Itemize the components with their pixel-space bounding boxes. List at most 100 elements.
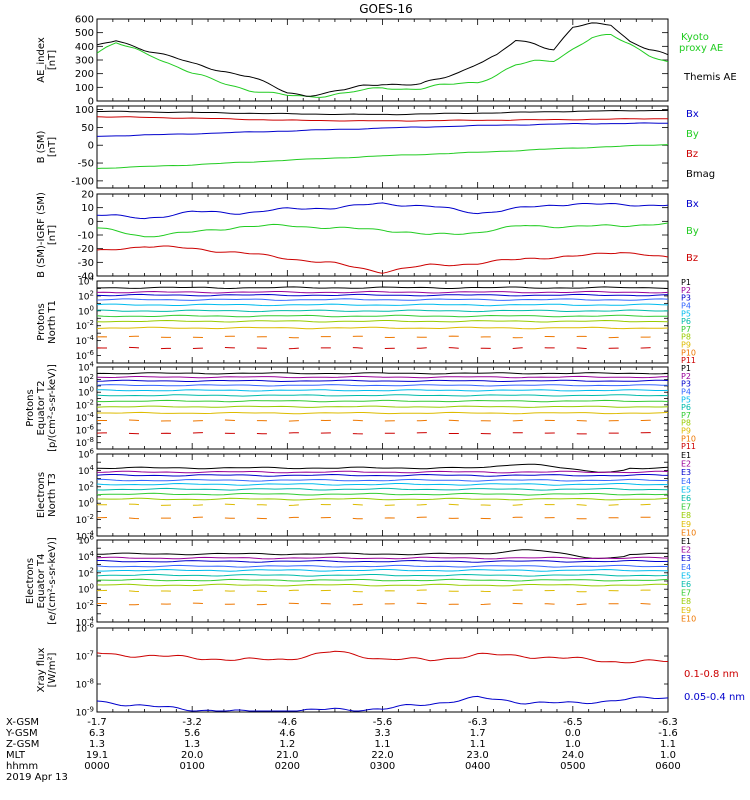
y-tick-label: 102: [78, 373, 94, 386]
x-tick-label-mlt: 23.0: [467, 750, 489, 761]
x-tick-label-ygsm: 1.7: [470, 728, 486, 739]
channel-line-p4: [96, 298, 669, 301]
panel-frame: [96, 453, 669, 537]
y-axis-label: Protons: [25, 389, 36, 426]
legend-label: P11: [681, 442, 696, 451]
x-tick-label-hhmm: 0200: [275, 761, 300, 772]
panel-frame: [96, 366, 669, 450]
panel-ae: 0 100 200 300 400 500 600 AE_index [nT] Kyoto prox…: [36, 15, 737, 108]
y-tick-label: -40: [78, 272, 94, 283]
x-tick-label-ygsm: 4.6: [279, 728, 295, 739]
legend-label: E5: [681, 571, 691, 580]
y-tick-label: 600: [75, 15, 94, 26]
x-tick-label-zgsm: 1.3: [184, 739, 200, 750]
legend-label: P4: [681, 301, 691, 310]
x-tick-label-zgsm: 1.1: [660, 739, 676, 750]
legend-label: P6: [681, 403, 691, 412]
panel-frame: [96, 280, 669, 364]
y-tick-label: 106: [78, 534, 94, 547]
y-tick-label: -10: [78, 231, 94, 242]
channel-line-e2: [96, 556, 669, 560]
y-tick-label: 102: [78, 480, 94, 493]
legend-label: E10: [681, 528, 696, 537]
y-tick-label: 104: [78, 550, 94, 563]
chart-title: GOES-16: [359, 2, 413, 16]
y-tick-label: 10-2: [76, 513, 94, 526]
legend-label: E8: [681, 511, 691, 520]
channel-line-p2: [96, 290, 669, 294]
x-tick-label-ygsm: -1.6: [658, 728, 678, 739]
channel-line-p11: [96, 346, 669, 350]
series-line-0-1-0-8-nm: [96, 650, 669, 664]
y-axis-label: Electrons: [36, 472, 47, 518]
x-tick-label-xgsm: -5.6: [373, 717, 393, 728]
channel-line-p7: [96, 314, 668, 318]
legend-label: E6: [681, 494, 691, 503]
x-tick-label-zgsm: 1.1: [470, 739, 486, 750]
y-tick-label: 500: [75, 28, 94, 39]
x-tick-label-mlt: 20.0: [181, 750, 203, 761]
y-axis-label: North T3: [47, 473, 58, 517]
legend-label: E1: [681, 451, 691, 460]
x-tick-label-zgsm: 1.0: [565, 739, 581, 750]
series-line-bz: [96, 116, 668, 122]
x-tick-label-hhmm: 0000: [84, 761, 109, 772]
x-tick-label-hhmm: 0500: [560, 761, 585, 772]
channel-line-p3: [96, 293, 669, 297]
panel-frame: [96, 193, 669, 277]
x-tick-label-mlt: 22.0: [371, 750, 393, 761]
legend-label: P5: [681, 395, 691, 404]
legend-label: E7: [681, 589, 691, 598]
legend-label: 0.1-0.8 nm: [684, 669, 739, 680]
y-tick-label: 102: [78, 289, 94, 302]
panel-bsmigrf: -40 -30 -20 -10 0 10 20 B (SM)-IGRF (SM) [nT] Bx B…: [36, 190, 699, 283]
channel-line-e8: [97, 497, 669, 501]
y-tick-label: 10-2: [76, 599, 94, 612]
channel-line-e1: [96, 549, 669, 560]
y-tick-label: 10-2: [76, 319, 94, 332]
y-tick-label: 104: [78, 464, 94, 477]
legend-label: E2: [681, 460, 691, 469]
channel-line-p5: [97, 389, 669, 392]
y-tick-label: 100: [75, 105, 94, 116]
y-axis-label: B (SM)-IGRF (SM): [36, 192, 47, 278]
series-line-by: [96, 222, 669, 238]
series-line-bz: [96, 245, 669, 274]
x-tick-label-mlt: 1.0: [660, 750, 676, 761]
legend-label: P7: [681, 325, 691, 334]
panel-frame: [96, 627, 669, 713]
channel-line-e7: [96, 492, 669, 496]
channel-line-p10: [97, 419, 669, 422]
x-tick-label-hhmm: 0400: [465, 761, 490, 772]
series-line-themis-ae: [96, 22, 669, 97]
y-tick-label: 200: [75, 69, 94, 80]
legend-label: Themis AE: [683, 72, 737, 83]
channel-line-e9: [97, 503, 669, 507]
y-axis-label: AE_index: [36, 37, 47, 83]
y-tick-label: -20: [78, 244, 94, 255]
y-tick-label: 106: [78, 448, 94, 461]
legend-label: P8: [681, 419, 691, 428]
y-tick-label: -30: [78, 258, 94, 269]
channel-line-e1: [96, 463, 669, 473]
series-line-kyoto-proxy-ae: [96, 34, 669, 98]
legend-label: E3: [681, 468, 691, 477]
channel-line-p10: [96, 335, 669, 339]
legend-label: P10: [681, 348, 696, 357]
channel-line-e9: [96, 589, 669, 593]
x-tick-label-mlt: 24.0: [562, 750, 584, 761]
y-tick-label: 100: [78, 497, 94, 510]
legend-label: P2: [681, 286, 691, 295]
y-axis-label: North T1: [47, 300, 58, 344]
y-tick-label: 10-7: [76, 650, 94, 663]
channel-line-p1: [97, 286, 669, 290]
legend-label: P3: [681, 294, 691, 303]
legend-label: Bx: [686, 199, 699, 210]
panel-bsm: -100 -50 0 50 100 B (SM) [nT] Bx By Bz Bmag: [36, 105, 715, 189]
y-tick-label: 10-8: [76, 436, 94, 449]
y-tick-label: 102: [78, 566, 94, 579]
